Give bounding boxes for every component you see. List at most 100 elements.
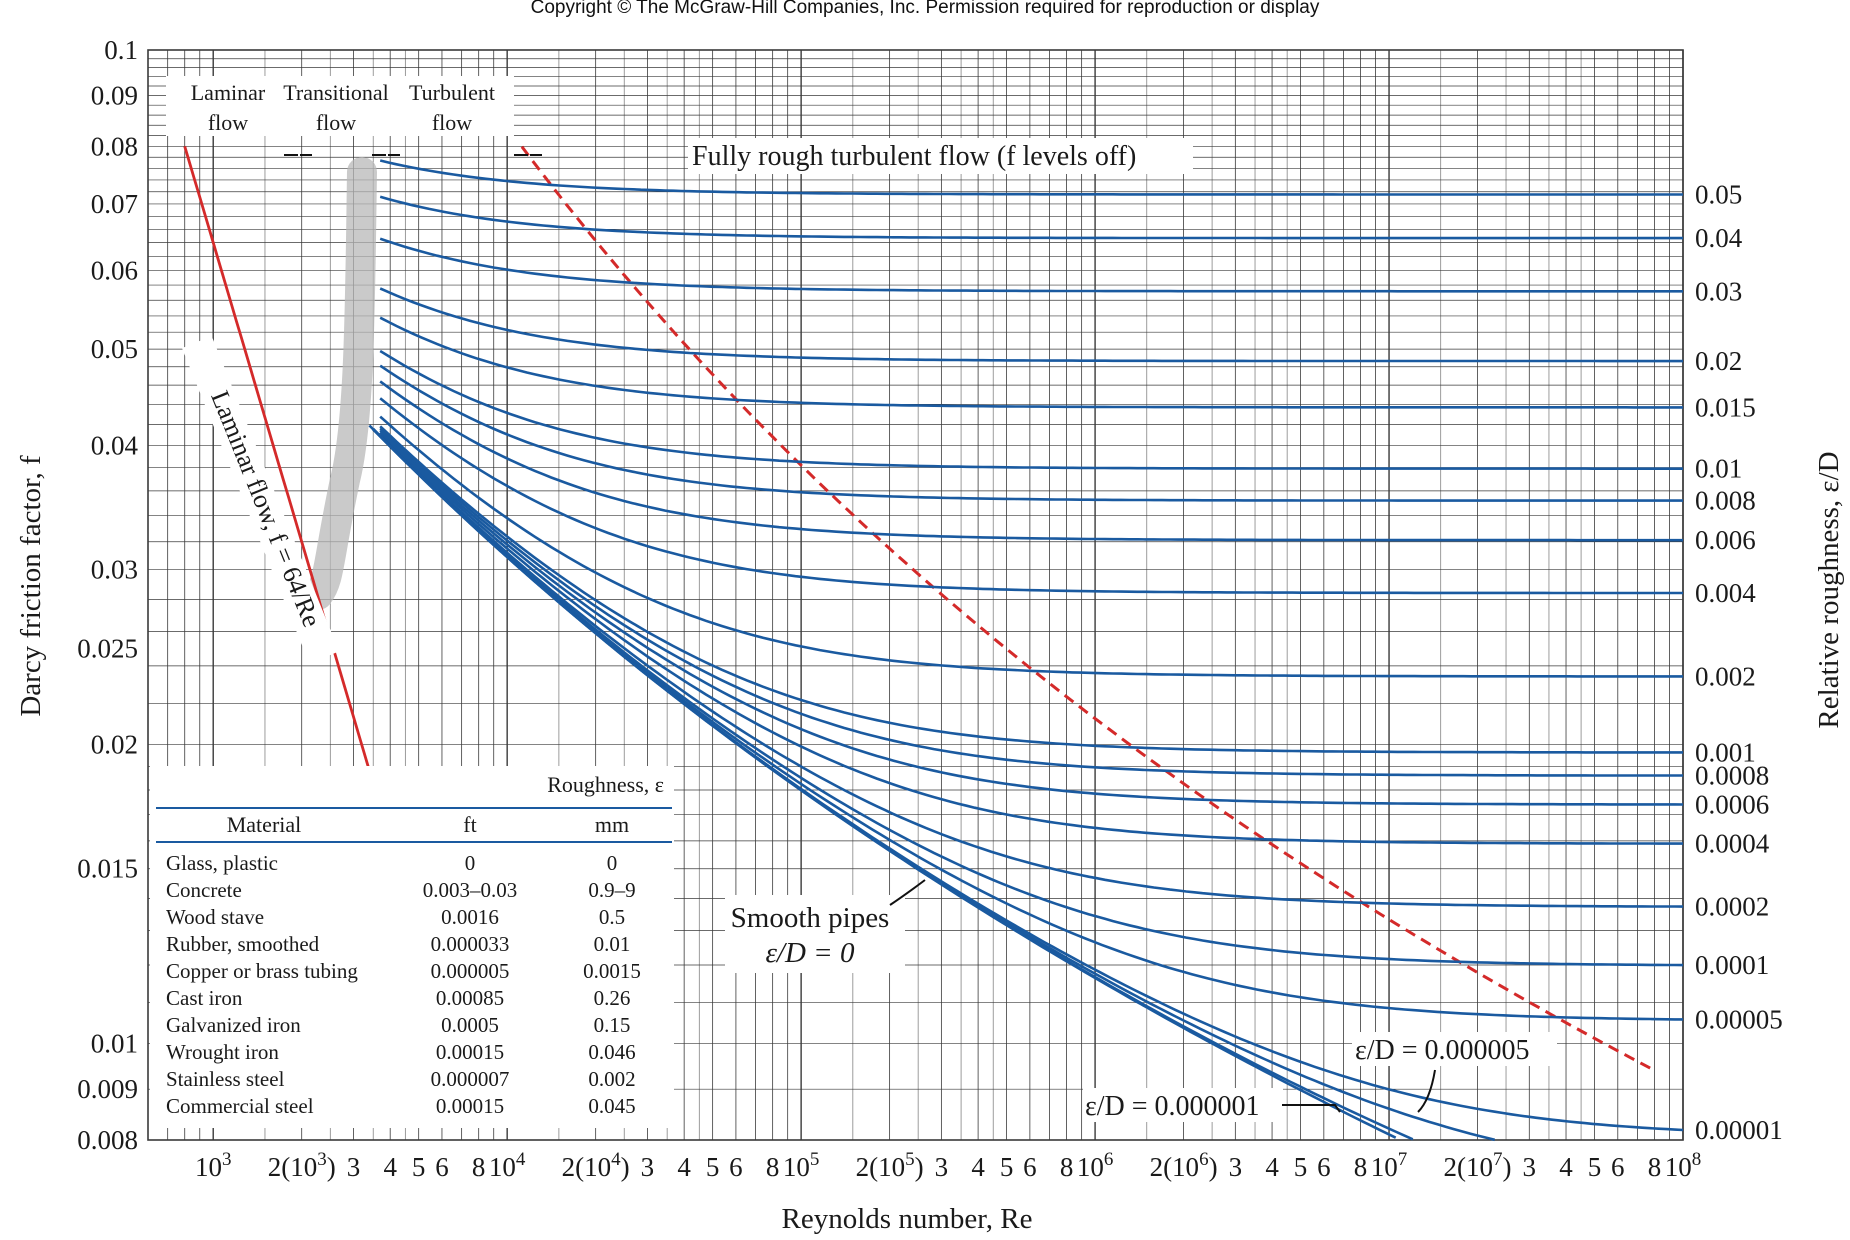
ed-000001-bg <box>1083 1088 1283 1122</box>
roughness-label: 0.0002 <box>1695 892 1769 922</box>
roughness-curve <box>379 287 1683 363</box>
roughness-curve <box>379 433 1684 908</box>
roughness-curve <box>368 424 1397 1139</box>
roughness-label: 0.02 <box>1695 346 1742 376</box>
x-tick-label: 103 <box>195 1149 232 1182</box>
x-tick-label: 5 <box>706 1152 720 1182</box>
x-tick-label: 4 <box>383 1152 397 1182</box>
turbulent-region-label: Turbulent <box>409 80 495 105</box>
roughness-curve <box>379 195 1683 240</box>
laminar-region-label-bg <box>166 106 290 136</box>
turbulent-region-label-bg <box>390 76 514 106</box>
roughness-curve <box>379 434 1684 967</box>
x-tick-label: 6 <box>729 1152 743 1182</box>
table-cell-ft: 0.000007 <box>431 1067 510 1091</box>
table-cell-mm: 0.15 <box>594 1013 631 1037</box>
x-tick-label: 3 <box>1229 1152 1243 1182</box>
x-tick-label: 8 <box>1354 1152 1368 1182</box>
x-tick-label: 106 <box>1077 1149 1114 1182</box>
ed-000001-label: ε/D = 0.000001 <box>1085 1091 1260 1122</box>
y-tick-label: 0.025 <box>77 633 138 663</box>
transitional-region-label: Transitional <box>283 80 389 105</box>
table-col-ft: ft <box>463 812 476 837</box>
turbulent-region-label-bg <box>390 106 514 136</box>
roughness-curve <box>379 364 1683 502</box>
laminar-region-label: Laminar <box>191 80 266 105</box>
smooth-pipes-bg <box>725 895 905 973</box>
table-cell-mm: 0.045 <box>588 1094 635 1118</box>
laminar-line-label-bg <box>182 336 340 664</box>
ed-000005-label: ε/D = 0.000005 <box>1355 1035 1530 1066</box>
roughness-label: 0.008 <box>1695 486 1756 516</box>
table-cell-ft: 0.00015 <box>436 1040 504 1064</box>
roughness-label: 0.04 <box>1695 223 1743 253</box>
roughness-curve <box>379 349 1683 470</box>
transitional-region-label-bg <box>274 76 398 106</box>
table-cell-material: Glass, plastic <box>166 851 278 875</box>
x-axis-label: Reynolds number, Re <box>782 1203 1033 1235</box>
x-tick-label: 2(107) <box>1444 1149 1512 1182</box>
ed-000005-pointer <box>1417 1069 1436 1113</box>
y-tick-label: 0.1 <box>104 35 138 65</box>
roughness-label: 0.006 <box>1695 525 1756 555</box>
x-tick-label: 8 <box>1648 1152 1662 1182</box>
x-tick-label: 2(105) <box>856 1149 924 1182</box>
y-axis-label: Darcy friction factor, f <box>15 455 47 717</box>
table-cell-material: Concrete <box>166 878 242 902</box>
turbulent-region-label: flow <box>432 110 472 135</box>
fully-rough-dashed-line <box>520 145 1655 1072</box>
x-tick-label: 8 <box>766 1152 780 1182</box>
table-cell-ft: 0.000033 <box>431 932 510 956</box>
table-cell-mm: 0.5 <box>599 905 625 929</box>
roughness-curve <box>379 237 1683 293</box>
x-tick-label: 108 <box>1665 1149 1702 1182</box>
y-tick-label: 0.03 <box>91 555 138 585</box>
fully-rough-boundary <box>520 145 1655 1072</box>
table-cell-ft: 0.00085 <box>436 986 504 1010</box>
x-tick-label: 2(104) <box>562 1149 630 1182</box>
roughness-label: 0.004 <box>1695 578 1756 608</box>
x-tick-label: 5 <box>1588 1152 1602 1182</box>
table-cell-ft: 0.0005 <box>441 1013 499 1037</box>
x-tick-label: 5 <box>1000 1152 1014 1182</box>
roughness-curve <box>379 427 1683 777</box>
y-tick-label: 0.07 <box>91 189 138 219</box>
x-tick-label: 5 <box>1294 1152 1308 1182</box>
y-tick-label: 0.06 <box>91 255 138 285</box>
table-cell-ft: 0.00015 <box>436 1094 504 1118</box>
table-cell-ft: 0.003–0.03 <box>423 878 518 902</box>
y-tick-label: 0.02 <box>91 730 138 760</box>
roughness-curve <box>379 415 1683 678</box>
table-cell-material: Commercial steel <box>166 1094 314 1118</box>
roughness-table: Roughness, ε Material ft mm Glass, plastic 0 0… <box>150 766 674 1128</box>
laminar-region-label-bg <box>166 76 290 106</box>
table-cell-mm: 0.26 <box>594 986 631 1010</box>
roughness-curve <box>379 316 1683 409</box>
y-tick-label: 0.008 <box>77 1125 138 1155</box>
roughness-label: 0.002 <box>1695 661 1756 691</box>
table-cell-material: Copper or brass tubing <box>166 959 358 983</box>
table-cell-ft: 0 <box>465 851 476 875</box>
table-cell-ft: 0.000005 <box>431 959 510 983</box>
x-tick-label: 6 <box>1317 1152 1331 1182</box>
smooth-pipes-ed: ε/D = 0 <box>766 937 855 969</box>
table-cell-material: Cast iron <box>166 986 243 1010</box>
laminar-line-group <box>183 145 377 784</box>
x-tick-label: 8 <box>472 1152 486 1182</box>
table-col-mm: mm <box>595 812 629 837</box>
smooth-pipes-pointer <box>889 879 926 906</box>
roughness-curve <box>379 425 1683 754</box>
x-tick-label: 105 <box>783 1149 820 1182</box>
x-tick-label: 5 <box>412 1152 426 1182</box>
table-cell-ft: 0.0016 <box>441 905 499 929</box>
roughness-label: 0.0004 <box>1695 829 1770 859</box>
table-cell-mm: 0.002 <box>588 1067 635 1091</box>
transitional-band <box>303 157 377 610</box>
roughness-label: 0.001 <box>1695 737 1756 767</box>
transitional-region-label: flow <box>316 110 356 135</box>
table-cell-material: Stainless steel <box>166 1067 285 1091</box>
roughness-label: 0.0008 <box>1695 761 1769 791</box>
table-background <box>150 766 674 1128</box>
x-tick-label: 6 <box>1611 1152 1625 1182</box>
